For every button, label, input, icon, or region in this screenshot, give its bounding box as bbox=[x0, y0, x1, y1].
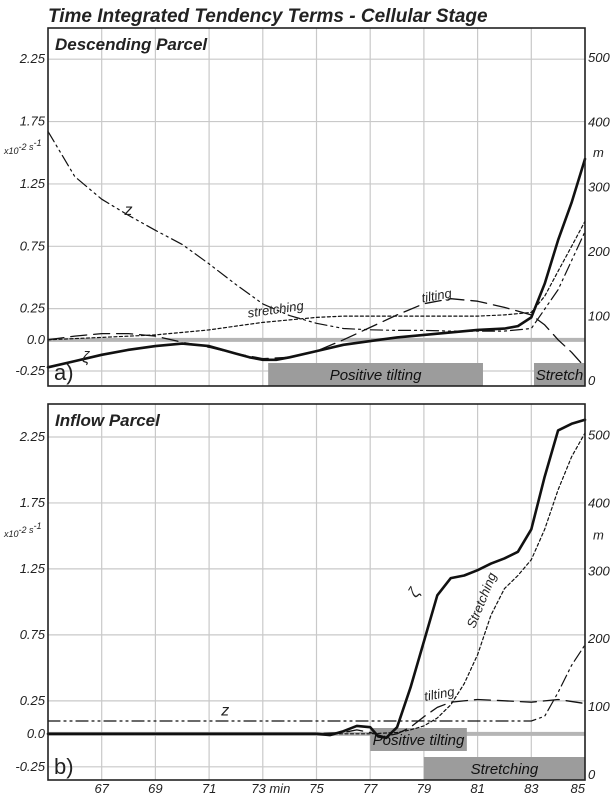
y-tick-label-right: 300 bbox=[588, 563, 610, 578]
x-tick-label: 73 min bbox=[251, 781, 290, 796]
period-bar-label: Stretching bbox=[471, 761, 539, 778]
y-tick-label-right: 100 bbox=[588, 699, 610, 714]
y-tick-label-right: 400 bbox=[588, 495, 610, 510]
figure-title: Time Integrated Tendency Terms - Cellula… bbox=[48, 6, 488, 27]
period-bar-fill bbox=[533, 363, 585, 386]
period-bar: Stretching bbox=[423, 757, 585, 780]
x-tick-label: 75 bbox=[309, 781, 324, 796]
y-unit-left: x10-2 s-1 bbox=[3, 138, 42, 156]
y-tick-label-left: 1.75 bbox=[20, 495, 46, 510]
series-line-z bbox=[47, 644, 586, 722]
y-tick-label-left: 2.25 bbox=[19, 429, 46, 444]
period-bar: Positive tilting bbox=[268, 363, 483, 386]
plot-frame bbox=[47, 27, 586, 387]
panel-inflow-parcel: Positive tiltingStretchingztiltingStretc… bbox=[3, 403, 610, 782]
y-tick-label-right: 300 bbox=[588, 179, 610, 194]
y-tick-label-right: 500 bbox=[588, 50, 610, 65]
series-line-ζ bbox=[46, 157, 587, 369]
series-line-stretching bbox=[47, 432, 586, 735]
y-tick-label-right: 0 bbox=[588, 373, 596, 388]
series-label: tilting bbox=[420, 285, 453, 305]
series-lines bbox=[46, 418, 587, 740]
y-axis-right: 0 100 200 300 400 500 m bbox=[587, 428, 610, 782]
series-symbol-label: z bbox=[124, 202, 133, 219]
series-symbol-label: z bbox=[220, 702, 229, 719]
period-bar: Positive tilting bbox=[370, 728, 467, 751]
panel-letter: a) bbox=[54, 360, 74, 385]
x-tick-label: 81 bbox=[470, 781, 484, 796]
y-tick-label-left: 0.0 bbox=[27, 726, 46, 741]
panel-title: Inflow Parcel bbox=[55, 411, 161, 430]
y-tick-label-left: 1.75 bbox=[20, 114, 46, 129]
panel-letter: b) bbox=[54, 754, 74, 779]
y-tick-label-left: 0.25 bbox=[20, 301, 46, 316]
panel-title: Descending Parcel bbox=[55, 35, 208, 54]
x-tick-label: 67 bbox=[94, 781, 109, 796]
y-tick-label-left: 2.25 bbox=[19, 51, 46, 66]
y-axis-left: -0.25 0.0 0.25 0.75 1.25 1.75 2.25 x10-2 s-1 bbox=[3, 51, 46, 378]
y-tick-label-left: 1.25 bbox=[20, 561, 46, 576]
y-tick-label-left: 1.25 bbox=[20, 176, 46, 191]
y-tick-label-right: 0 bbox=[588, 767, 596, 782]
period-bar-fill bbox=[423, 757, 585, 780]
series-line-tilting bbox=[47, 698, 586, 738]
y-tick-label-right: 400 bbox=[588, 115, 610, 130]
x-tick-label: 71 bbox=[202, 781, 216, 796]
panel-descending-parcel: Positive tilting Stretchzstretchingtiltin… bbox=[3, 27, 610, 388]
x-axis-ticks: 67 69 71 73 min 75 77 79 81 83 85 bbox=[94, 781, 585, 796]
y-unit-right: m bbox=[593, 528, 604, 543]
x-tick-label: 83 bbox=[524, 781, 539, 796]
series-lines bbox=[46, 130, 587, 369]
y-tick-label-left: 0.25 bbox=[20, 693, 46, 708]
x-tick-label: 77 bbox=[363, 781, 378, 796]
series-label: tilting bbox=[423, 684, 456, 704]
y-unit-right: m bbox=[593, 145, 604, 160]
period-bar-label: Positive tilting bbox=[373, 732, 465, 749]
x-tick-label: 85 bbox=[571, 781, 586, 796]
y-axis-left: -0.25 0.0 0.25 0.75 1.25 1.75 2.25 x10-2 s-1 bbox=[3, 429, 46, 774]
y-unit-left: x10-2 s-1 bbox=[3, 521, 42, 539]
y-tick-label-right: 200 bbox=[587, 244, 610, 259]
y-axis-right: 0 100 200 300 400 500 m bbox=[587, 50, 610, 388]
series-line-stretching bbox=[47, 220, 586, 341]
series-line-z bbox=[47, 130, 586, 332]
series-line-ζ bbox=[46, 418, 587, 740]
plot-frame bbox=[47, 403, 586, 781]
y-tick-label-left: 0.0 bbox=[27, 332, 46, 347]
x-tick-label: 79 bbox=[417, 781, 431, 796]
series-symbol-label: ζ bbox=[82, 349, 91, 366]
period-bar-label: Positive tilting bbox=[330, 367, 422, 384]
period-bar-fill bbox=[268, 363, 483, 386]
period-bar-label: Stretch bbox=[536, 367, 584, 384]
y-tick-label-left: -0.25 bbox=[15, 759, 45, 774]
y-tick-label-right: 100 bbox=[588, 309, 610, 324]
y-tick-label-right: 500 bbox=[588, 428, 610, 443]
x-tick-label: 69 bbox=[148, 781, 162, 796]
y-tick-label-right: 200 bbox=[587, 631, 610, 646]
period-bar: Stretch bbox=[533, 363, 585, 386]
y-tick-label-left: 0.75 bbox=[20, 627, 46, 642]
y-tick-label-left: -0.25 bbox=[15, 363, 45, 378]
y-tick-label-left: 0.75 bbox=[20, 238, 46, 253]
